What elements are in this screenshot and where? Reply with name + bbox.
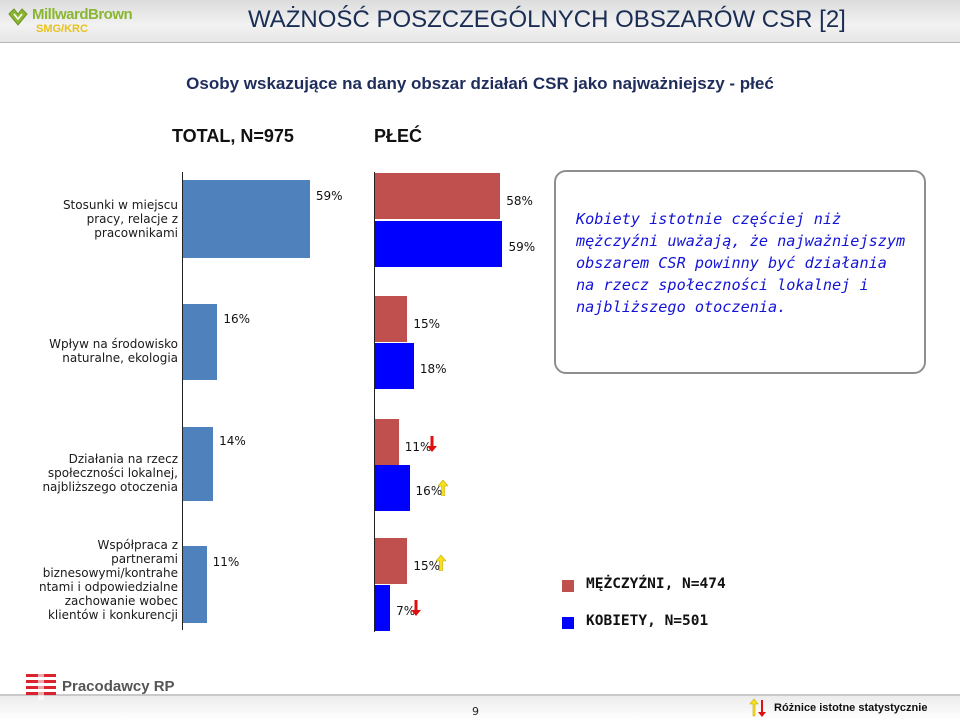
category-label-line: pracy, relacje z [86,212,178,226]
women-bar [375,585,391,631]
total-bar [183,546,207,623]
significance-down-arrow-icon [410,600,421,616]
category-label-line: Działania na rzecz [68,452,178,466]
category-label-line: pracownikami [94,226,178,240]
pracodawcy-logo-text: Pracodawcy RP [62,678,175,695]
significance-up-arrow-icon [435,555,446,571]
category-label: Wpływ na środowisko naturalne, ekologia [0,337,178,365]
page-title: WAŻNOŚĆ POSZCZEGÓLNYCH OBSZARÓW CSR [2] [248,6,846,33]
total-value-label: 59% [315,189,343,203]
category-label-line: zachowanie wobec [64,594,178,608]
men-bar [375,419,399,465]
women-value-label: 18% [419,362,447,376]
total-value-label: 16% [223,312,251,326]
category-label-line: Stosunki w miejscu [62,198,178,212]
page-number: 9 [472,705,479,718]
total-value-label: 11% [212,554,240,569]
men-value-label: 15% [413,559,441,573]
women-value-label: 16% [415,484,443,498]
significance-up-arrow-icon [437,480,448,496]
callout-text: Kobiety istotnie częściej niż mężczyźni … [576,210,906,316]
legend-label-men: MĘŻCZYŹNI, N=474 [586,576,726,592]
brand-name: MillwardBrown [32,6,133,23]
women-bar [375,465,410,511]
footer-strip [0,696,960,720]
millward-brown-logo-icon [8,8,28,26]
men-value-label: 11% [404,440,432,454]
chart-subtitle: Osoby wskazujące na dany obszar działań … [186,74,774,93]
men-bar [375,538,408,584]
women-bar [375,343,414,389]
category-label-line: Wpływ na środowisko [49,337,178,351]
total-bar [183,180,310,258]
significance-down-arrow-icon [426,436,437,452]
header-bar [0,0,960,43]
legend-swatch-men [562,580,574,592]
category-label: Współpraca z partnerami biznesowymi/kontra… [0,538,178,622]
total-column-header: TOTAL, N=975 [172,126,294,146]
women-bar [375,221,503,267]
millward-brown-logo: MillwardBrown SMG/KRC [6,4,156,38]
gender-axis [374,172,375,632]
category-label: Stosunki w miejscu pracy, relacje z pracow… [0,198,178,240]
men-value-label: 15% [413,317,441,331]
gender-column-header: PŁEĆ [374,126,423,146]
women-value-label: 59% [508,240,536,254]
total-value-label: 14% [219,434,246,448]
significance-legend-label: Różnice istotne statystycznie [774,702,928,714]
category-label-line: partnerami [111,552,178,566]
total-axis [182,172,183,630]
men-value-label: 58% [506,194,533,208]
men-bar [375,296,408,342]
significance-legend-icon [749,698,766,717]
category-label-line: biznesowymi/kontrahe [42,566,178,580]
category-label-line: Współpraca z [97,538,178,552]
category-label-line: ntami i odpowiedzialne [38,580,178,594]
legend-swatch-women [562,617,574,629]
pracodawcy-logo-icon [26,672,56,700]
brand-sub: SMG/KRC [36,23,88,35]
category-label: Działania na rzecz społeczności lokalnej,… [0,452,178,494]
category-label-line: społeczności lokalnej, [47,466,178,480]
category-label-line: klientów i konkurencji [47,608,178,622]
men-bar [375,173,501,219]
legend-label-women: KOBIETY, N=501 [586,613,709,629]
footer-divider [0,694,960,696]
category-label-line: najbliższego otoczenia [42,480,178,494]
category-label-line: naturalne, ekologia [62,351,178,365]
callout-box: Kobiety istotnie częściej niż mężczyźni … [554,170,926,374]
total-bar [183,304,218,380]
women-value-label: 7% [396,604,416,618]
total-bar [183,427,214,501]
